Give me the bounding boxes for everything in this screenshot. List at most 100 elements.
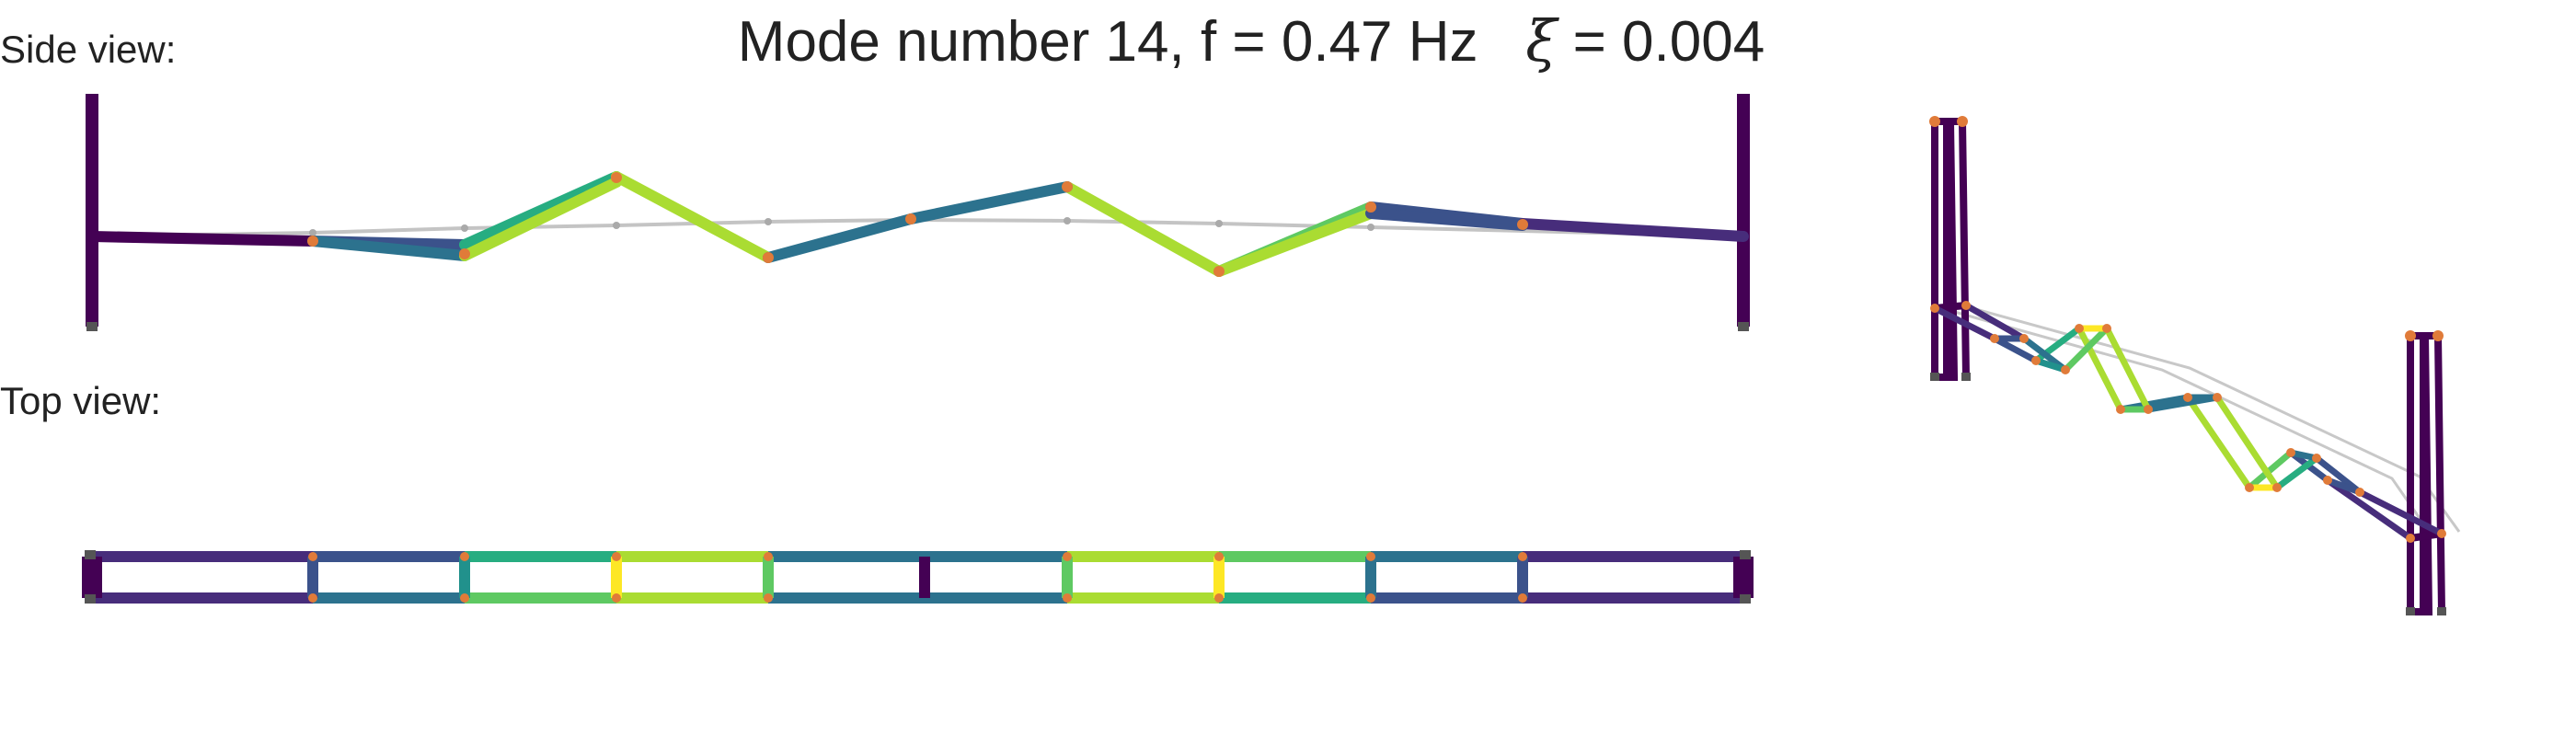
iso-node (2213, 393, 2222, 402)
side-segment (1365, 208, 1528, 231)
top-support (1740, 550, 1751, 559)
iso-segment (1931, 305, 1998, 342)
iso-node (1929, 116, 1940, 127)
iso-node (2144, 405, 2153, 414)
iso-node (2312, 454, 2321, 463)
iso-segment (1991, 335, 2040, 364)
iso-node (2102, 324, 2111, 333)
iso-support (2406, 607, 2415, 615)
iso-node (2245, 483, 2254, 492)
side-undeformed-node (1064, 217, 1071, 224)
iso-nodes (1929, 116, 2446, 543)
iso-tower-frame (2420, 332, 2445, 613)
iso-node (2406, 534, 2415, 543)
iso-node (2355, 488, 2364, 497)
iso-deck-chord-a (1931, 305, 2414, 542)
iso-node (1961, 301, 1971, 310)
side-undeformed-node (613, 222, 620, 229)
side-node (905, 213, 916, 224)
side-segment (611, 171, 774, 263)
top-node (1063, 593, 1072, 603)
side-segment (1517, 218, 1749, 242)
side-undeformed-node (461, 224, 468, 232)
top-node (308, 552, 317, 561)
side-segment (1213, 208, 1376, 277)
damping-symbol: ξ (1525, 7, 1558, 75)
side-segment (763, 213, 916, 263)
top-view-nodes (308, 552, 1527, 603)
top-node (1366, 593, 1375, 603)
iso-node (1957, 116, 1968, 127)
mode-label: Mode number 14, f = 0.47 Hz (737, 10, 1478, 74)
iso-node (2075, 324, 2084, 333)
iso-node (2019, 334, 2029, 343)
iso-node (2183, 393, 2192, 402)
side-undeformed-node (309, 229, 316, 236)
side-segment (1062, 181, 1225, 277)
top-node (612, 552, 621, 561)
side-node (459, 248, 470, 259)
iso-node (2432, 330, 2444, 341)
side-segment (307, 236, 470, 261)
top-view-panel (82, 550, 1754, 604)
side-segment (459, 177, 622, 261)
side-undeformed-nodes (309, 217, 1374, 236)
iso-node (2031, 356, 2041, 365)
top-node (1063, 552, 1072, 561)
side-node (1213, 266, 1225, 277)
iso-segment (2076, 325, 2124, 413)
iso-segment (2214, 394, 2281, 491)
top-node (1518, 593, 1527, 603)
side-node (1517, 219, 1528, 230)
top-support (85, 550, 96, 559)
side-node (307, 236, 318, 247)
top-node (1214, 552, 1224, 561)
side-right-support (1738, 322, 1749, 331)
side-node (611, 172, 622, 183)
iso-node (2272, 483, 2282, 492)
iso-segment (2246, 449, 2294, 491)
iso-segment (2273, 454, 2320, 491)
side-undeformed-node (765, 218, 772, 225)
iso-node (1930, 304, 1939, 313)
top-node (764, 552, 773, 561)
top-node (612, 593, 621, 603)
iso-supports (1930, 373, 2446, 615)
side-deck-nodes (307, 172, 1528, 277)
side-undeformed-node (1215, 220, 1223, 227)
iso-node (2286, 448, 2295, 457)
side-view-label: Side view: (0, 28, 177, 71)
iso-node (1990, 334, 1999, 343)
side-left-support (86, 322, 98, 331)
iso-segment (2062, 325, 2110, 374)
top-supports (85, 550, 1751, 604)
top-node (1366, 552, 1375, 561)
iso-segment (2184, 394, 2253, 491)
iso-support (2437, 607, 2446, 615)
top-node (460, 593, 469, 603)
figure-title: Mode number 14, f = 0.47 Hz ξ = 0.004 (644, 7, 1858, 75)
iso-node (2061, 365, 2070, 374)
top-node (308, 593, 317, 603)
top-node (460, 552, 469, 561)
side-segment (86, 231, 318, 247)
damping-value: = 0.004 (1557, 10, 1765, 74)
top-cross-members (82, 557, 1754, 598)
iso-segment (2356, 489, 2445, 537)
side-node (1062, 181, 1073, 192)
iso-undeformed-line (1961, 304, 2461, 533)
iso-support (1961, 373, 1971, 381)
iso-cross-member (2324, 477, 2363, 496)
isometric-view-panel (1929, 116, 2461, 615)
iso-node (2116, 405, 2125, 414)
top-node (1518, 552, 1527, 561)
top-view-label: Top view: (0, 379, 162, 422)
top-node (1214, 593, 1224, 603)
side-deck-front (307, 177, 1528, 277)
iso-support (1930, 373, 1939, 381)
top-support (85, 594, 96, 604)
top-support (1740, 594, 1751, 604)
iso-segment (1962, 302, 2028, 342)
iso-node (2405, 330, 2416, 341)
